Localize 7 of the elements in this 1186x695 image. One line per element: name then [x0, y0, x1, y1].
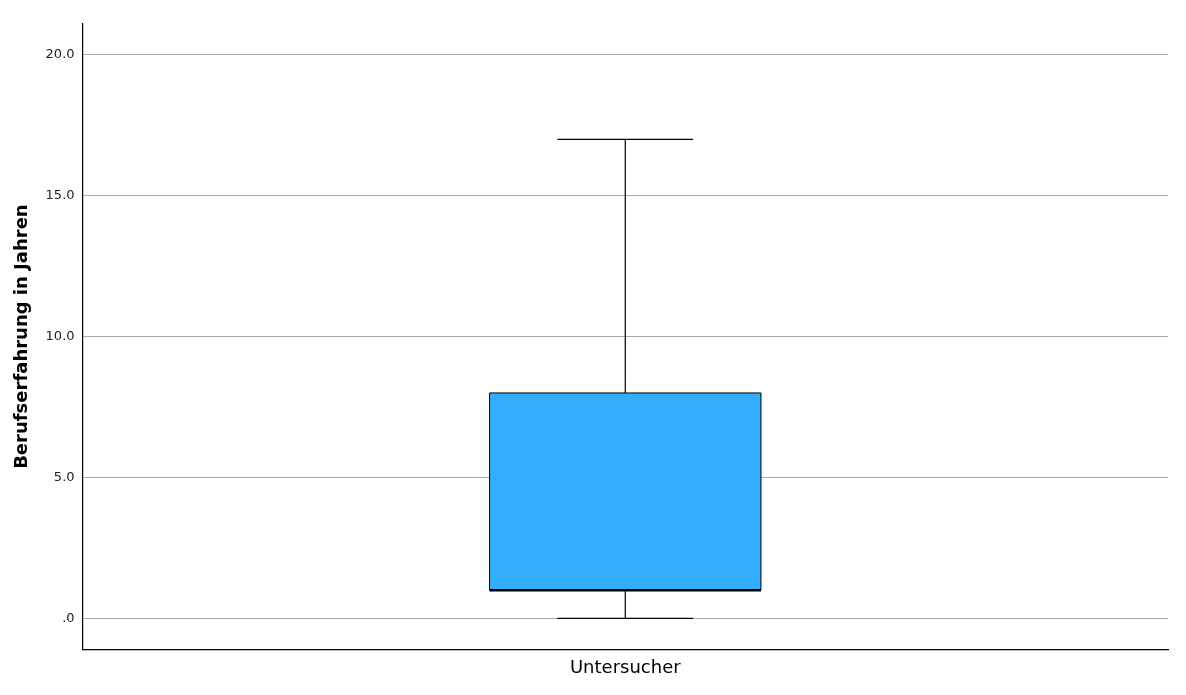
y-tick-label: 15.0 [45, 187, 75, 203]
y-tick-label: 10.0 [45, 327, 75, 343]
y-tick-label: 20.0 [45, 46, 75, 62]
y-tick-label: 5.0 [53, 468, 75, 484]
x-tick-label: Untersucher [569, 655, 682, 677]
y-tick-label: .0 [62, 609, 75, 625]
y-axis-title: Berufserfahrung in Jahren [10, 204, 32, 469]
